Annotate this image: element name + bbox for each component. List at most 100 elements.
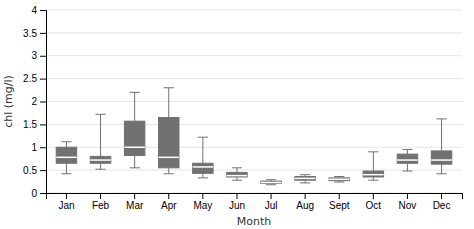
cap-low [61,173,71,174]
median [397,159,417,161]
cap-high [300,174,310,175]
whisker-low [168,168,169,174]
x-tick-label: Oct [366,200,382,211]
x-tick: Apr [161,193,177,211]
y-tick-line [40,124,46,125]
whisker-high [168,88,169,118]
box [363,152,383,180]
box [261,180,281,185]
y-tick-label: 0 [31,188,37,199]
grid-line [46,170,462,171]
y-tick-label: 2 [31,96,37,107]
box-body [397,154,417,163]
y-tick: 3 [31,50,46,61]
median [295,178,315,180]
whisker-low [66,163,67,174]
box-body [227,172,247,177]
box [295,175,315,183]
median [159,157,179,159]
y-tick: 4 [31,5,46,16]
median [193,166,213,168]
boxes [56,88,452,185]
cap-low [130,167,140,168]
cap-low [95,169,105,170]
y-tick-line [40,79,46,80]
box [56,142,76,174]
whisker-high [100,114,101,156]
x-tick: Jun [229,193,245,211]
median [56,157,76,159]
box [124,92,144,167]
chart: 00.511.522.533.54JanFebMarAprMayJunJulAu… [0,0,474,229]
x-tick: Jul [265,193,278,211]
y-tick-label: 1 [31,142,37,153]
y-axis: 00.511.522.533.54 [23,5,46,199]
box-body [90,156,110,163]
box-body [363,171,383,177]
median [329,179,349,181]
x-tick-label: Nov [399,200,417,211]
x-tick: May [193,193,212,211]
box [329,177,349,182]
x-tick-label: Mar [126,200,144,211]
y-axis-line [40,11,47,194]
cap-high [130,92,140,93]
cap-low [232,180,242,181]
y-tick: 0.5 [23,165,46,176]
cap-high [95,114,105,115]
box [431,119,451,174]
y-tick: 2.5 [23,73,46,84]
x-tick-line [441,193,442,199]
x-tick: Nov [399,193,417,211]
grid-line [46,55,462,56]
cap-low [334,182,344,183]
x-tick: Feb [92,193,110,211]
x-tick-line [271,193,272,199]
box [90,114,110,169]
plot: 00.511.522.533.54JanFebMarAprMayJunJulAu… [23,5,462,211]
box [193,137,213,178]
box [227,168,247,180]
cap-low [402,171,412,172]
grid-line [46,147,462,148]
box-body [431,151,451,164]
whisker-low [202,173,203,178]
whisker-high [407,150,408,155]
y-tick-line [40,102,46,103]
x-tick-label: Dec [433,200,451,211]
y-tick-label: 0.5 [23,165,37,176]
x-tick-line [305,193,306,199]
y-tick: 0 [31,188,46,199]
grid-line [46,124,462,125]
whisker-high [202,137,203,163]
y-axis-title: chl (mg/l) [2,75,15,128]
y-tick-label: 3.5 [23,28,37,39]
x-tick: Dec [433,193,451,211]
whisker-high [66,142,67,147]
x-axis-title: Month [237,215,272,228]
x-tick-label: Aug [296,200,314,211]
x-axis: Jan Feb Mar Apr May Jun Jul Aug Sept Oct Nov Dec [47,193,463,211]
cap-high [436,118,446,119]
x-tick: Mar [126,193,144,211]
x-tick: Jan [58,193,74,211]
x-tick-label: May [193,200,212,211]
cap-high [334,176,344,177]
y-tick-label: 4 [31,5,37,16]
y-tick-line [40,10,46,11]
y-tick-line [40,33,46,34]
whisker-high [134,92,135,121]
grid-line [46,32,462,33]
x-tick-line [339,193,340,199]
y-tick-line [40,170,46,171]
x-tick: Sept [329,193,350,211]
whisker-high [373,152,374,171]
grid-line [46,78,462,79]
box-body [295,177,315,181]
x-tick-line [373,193,374,199]
x-axis-line [47,194,463,200]
grid [46,10,462,193]
cap-high [368,151,378,152]
whisker-low [441,164,442,174]
x-tick-line [168,193,169,199]
